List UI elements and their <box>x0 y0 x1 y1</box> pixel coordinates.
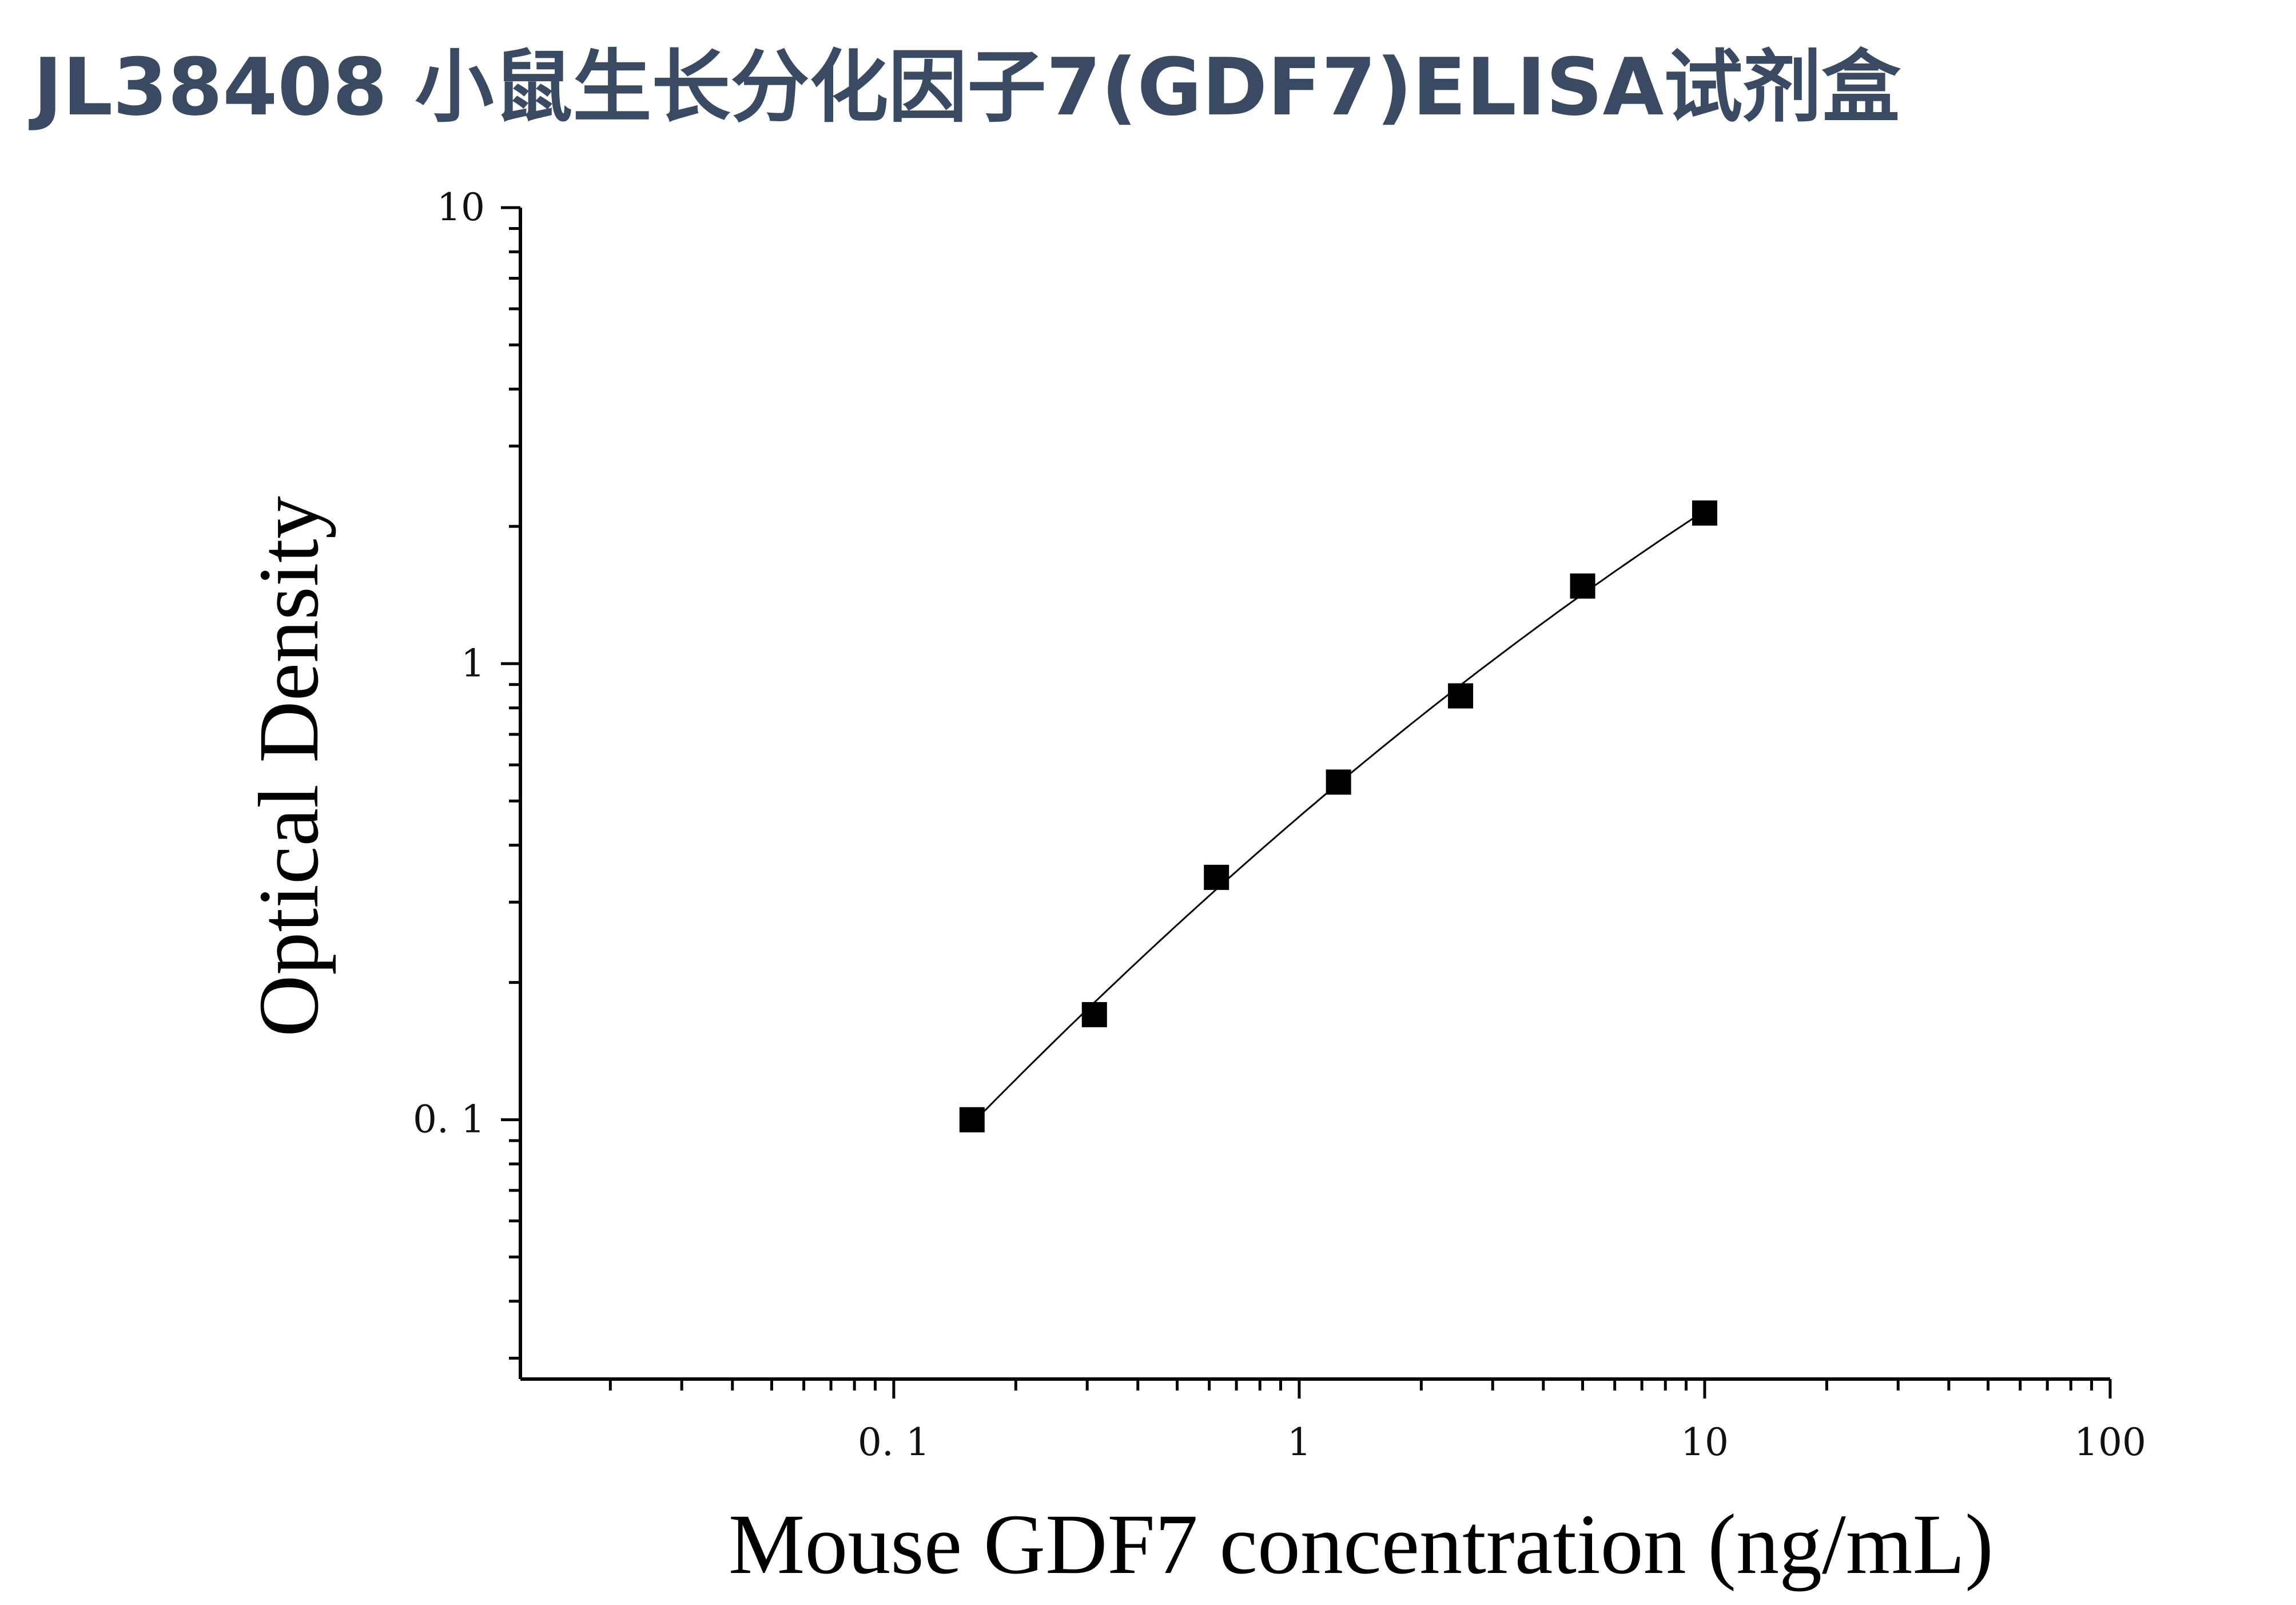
y-tick-label: 1 <box>461 641 485 685</box>
data-point <box>1570 573 1595 599</box>
data-point <box>1692 500 1717 526</box>
data-point <box>1448 683 1474 709</box>
x-tick-label: 1 <box>1287 1420 1311 1464</box>
data-point <box>959 1107 985 1133</box>
x-tick-label: 100 <box>2074 1420 2146 1464</box>
data-point <box>1081 1002 1107 1027</box>
chart-axes: 0. 1 1 10 100 0. 1 1 10 <box>413 185 2146 1464</box>
x-tick-label: 0. 1 <box>858 1420 930 1464</box>
x-tick-label: 10 <box>1681 1420 1729 1464</box>
fit-curve-layer <box>971 510 1705 1125</box>
y-tick-label: 10 <box>437 185 485 229</box>
data-points-layer <box>959 500 1717 1133</box>
fit-curve <box>971 510 1705 1125</box>
page-title: JL38408 小鼠生长分化因子7(GDF7)ELISA试剂盒 <box>33 41 1901 133</box>
data-point <box>1326 769 1351 795</box>
y-tick-label: 0. 1 <box>413 1098 485 1142</box>
y-axis-title: Optical Density <box>241 496 336 1037</box>
x-axis-title: Mouse GDF7 concentration (ng/mL) <box>729 1497 1993 1592</box>
data-point <box>1204 864 1229 890</box>
